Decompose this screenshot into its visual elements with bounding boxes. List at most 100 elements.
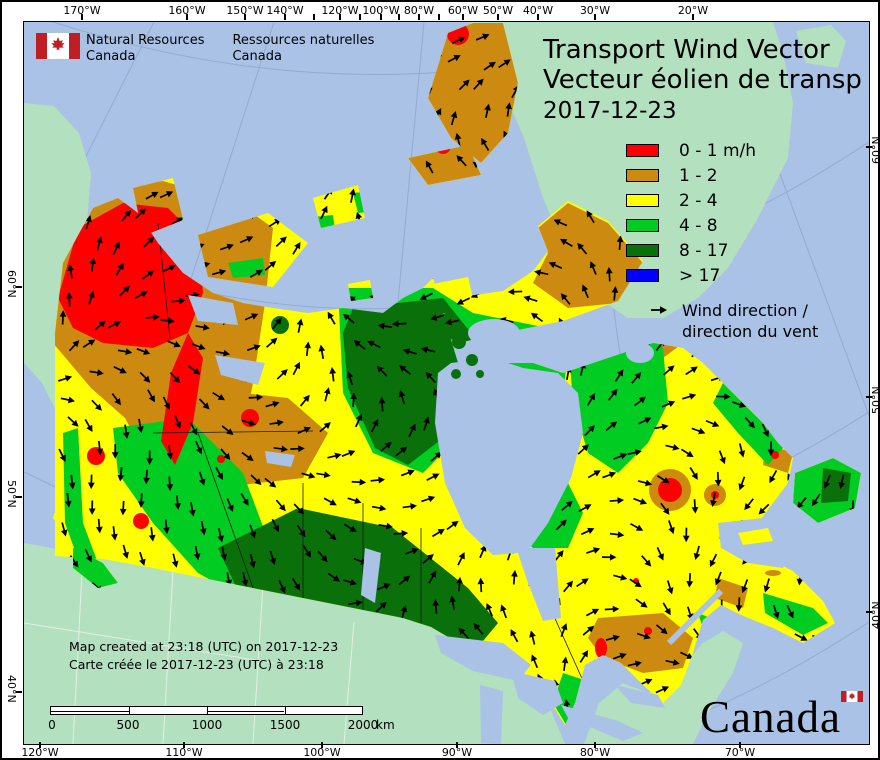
legend-label: > 17: [679, 265, 721, 286]
canada-flag-icon: [36, 33, 80, 59]
wind-direction-label: Wind direction / direction du vent: [682, 301, 819, 341]
axis-tick: [183, 742, 185, 748]
axis-tick: [16, 286, 22, 288]
axis-tick: [462, 14, 464, 20]
axis-tick: [537, 14, 539, 20]
legend-row: 0 - 1 m/h: [626, 138, 818, 163]
axis-tick: [16, 496, 22, 498]
wordmark-flag-icon: [841, 687, 863, 702]
axis-label: 170°W: [63, 4, 101, 17]
wordmark-text: Canada: [700, 692, 841, 742]
legend-swatch-blue: [626, 269, 659, 282]
legend-label: 2 - 4: [679, 190, 718, 211]
axis-tick: [866, 396, 872, 398]
bay-islands: [451, 335, 781, 576]
creation-note-en: Map created at 23:18 (UTC) on 2017-12-23: [69, 639, 339, 654]
legend-label: 4 - 8: [679, 215, 718, 236]
creation-note: Map created at 23:18 (UTC) on 2017-12-23…: [69, 638, 338, 674]
alaska-russia: [24, 103, 94, 453]
usa-west: [24, 543, 565, 744]
axis-label: 140°W: [266, 4, 304, 17]
axis-tick: [438, 14, 440, 20]
foxe-basin: [468, 319, 520, 347]
lake-ontario: [615, 685, 665, 708]
org-name-en: Natural Resources Canada: [86, 33, 205, 64]
axis-label: 150°W: [226, 4, 264, 17]
axis-label: 30°W: [579, 4, 611, 17]
wind-direction-legend: Wind direction / direction du vent: [650, 300, 818, 342]
legend-swatch-red: [626, 144, 659, 157]
axis-tick: [313, 14, 315, 20]
lake-erie: [561, 705, 643, 741]
map-title: Transport Wind Vector Vecteur éolien de …: [543, 35, 862, 124]
axis-tick: [456, 742, 458, 748]
creation-note-fr: Carte créée le 2017-12-23 (UTC) à 23:18: [69, 657, 324, 672]
axis-label: 100°W: [303, 746, 341, 759]
axis-label: 80°W: [579, 746, 611, 759]
wind-vector-basemap: [24, 22, 869, 744]
st-lawrence-river: [666, 588, 724, 646]
axis-label: 60°N: [870, 136, 880, 164]
legend-label: 1 - 2: [679, 165, 718, 186]
axis-tick: [81, 14, 83, 20]
axis-label: 50°N: [5, 480, 18, 508]
scale-bar-graphic: [50, 706, 363, 715]
axis-label: 110°W: [165, 746, 203, 759]
axis-label: 50°N: [870, 386, 880, 414]
lake-michigan: [480, 685, 503, 744]
scale-label: 500: [116, 718, 140, 732]
axis-tick: [418, 14, 420, 20]
legend-swatch-yellow: [626, 194, 659, 207]
axis-tick: [244, 14, 246, 20]
legend-row: 4 - 8: [626, 213, 818, 238]
axis-tick: [186, 14, 188, 20]
legend-label: 8 - 17: [679, 240, 729, 261]
lake-athabasca: [265, 451, 295, 467]
axis-tick: [284, 14, 286, 20]
title-date: 2017-12-23: [543, 98, 677, 124]
legend-swatch-green: [626, 219, 659, 232]
axis-tick: [692, 14, 694, 20]
anticosti-island: [738, 528, 773, 545]
canada-wordmark: Canada: [700, 684, 869, 742]
lake-superior: [435, 635, 531, 681]
axis-tick: [16, 691, 22, 693]
axis-label: 20°W: [677, 4, 709, 17]
axis-tick: [866, 146, 872, 148]
axis-label: 40°W: [522, 4, 554, 17]
scale-unit: km: [376, 718, 395, 732]
scale-label: 1000: [191, 718, 223, 732]
axis-label: 100°W: [362, 4, 400, 17]
lake-winnipeg: [361, 548, 381, 603]
axis-tick: [321, 742, 323, 748]
water-bodies: [188, 295, 793, 744]
great-slave-lake: [215, 355, 265, 385]
axis-label: 160°W: [168, 4, 206, 17]
map-frame: Natural Resources Canada Ressources natu…: [23, 21, 870, 745]
axis-tick: [380, 14, 382, 20]
legend-label: 0 - 1 m/h: [679, 140, 757, 161]
axis-label: 60°N: [5, 270, 18, 298]
axis-label: 40°N: [870, 601, 880, 629]
axis-tick: [398, 14, 400, 20]
wind-arrow-icon: [651, 306, 667, 314]
axis-tick: [339, 14, 341, 20]
axis-tick: [866, 611, 872, 613]
lake-huron: [511, 671, 563, 715]
scale-label: 1500: [269, 718, 301, 732]
pei: [765, 570, 781, 576]
scale-bar: 0 500 1000 1500 2000 km: [48, 706, 410, 732]
axis-tick: [497, 14, 499, 20]
legend-row: 1 - 2: [626, 163, 818, 188]
legend-swatch-darkgreen: [626, 244, 659, 257]
scale-bar-labels: 0 500 1000 1500 2000 km: [48, 718, 410, 732]
government-signature: Natural Resources Canada Ressources natu…: [36, 33, 374, 65]
scale-label: 2000: [347, 718, 379, 732]
legend-row: > 17: [626, 263, 818, 288]
legend-row: 2 - 4: [626, 188, 818, 213]
axis-label: 60°W: [447, 4, 479, 17]
axis-label: 80°W: [403, 4, 435, 17]
axis-label: 70°W: [724, 746, 756, 759]
scale-label: 0: [48, 718, 56, 732]
